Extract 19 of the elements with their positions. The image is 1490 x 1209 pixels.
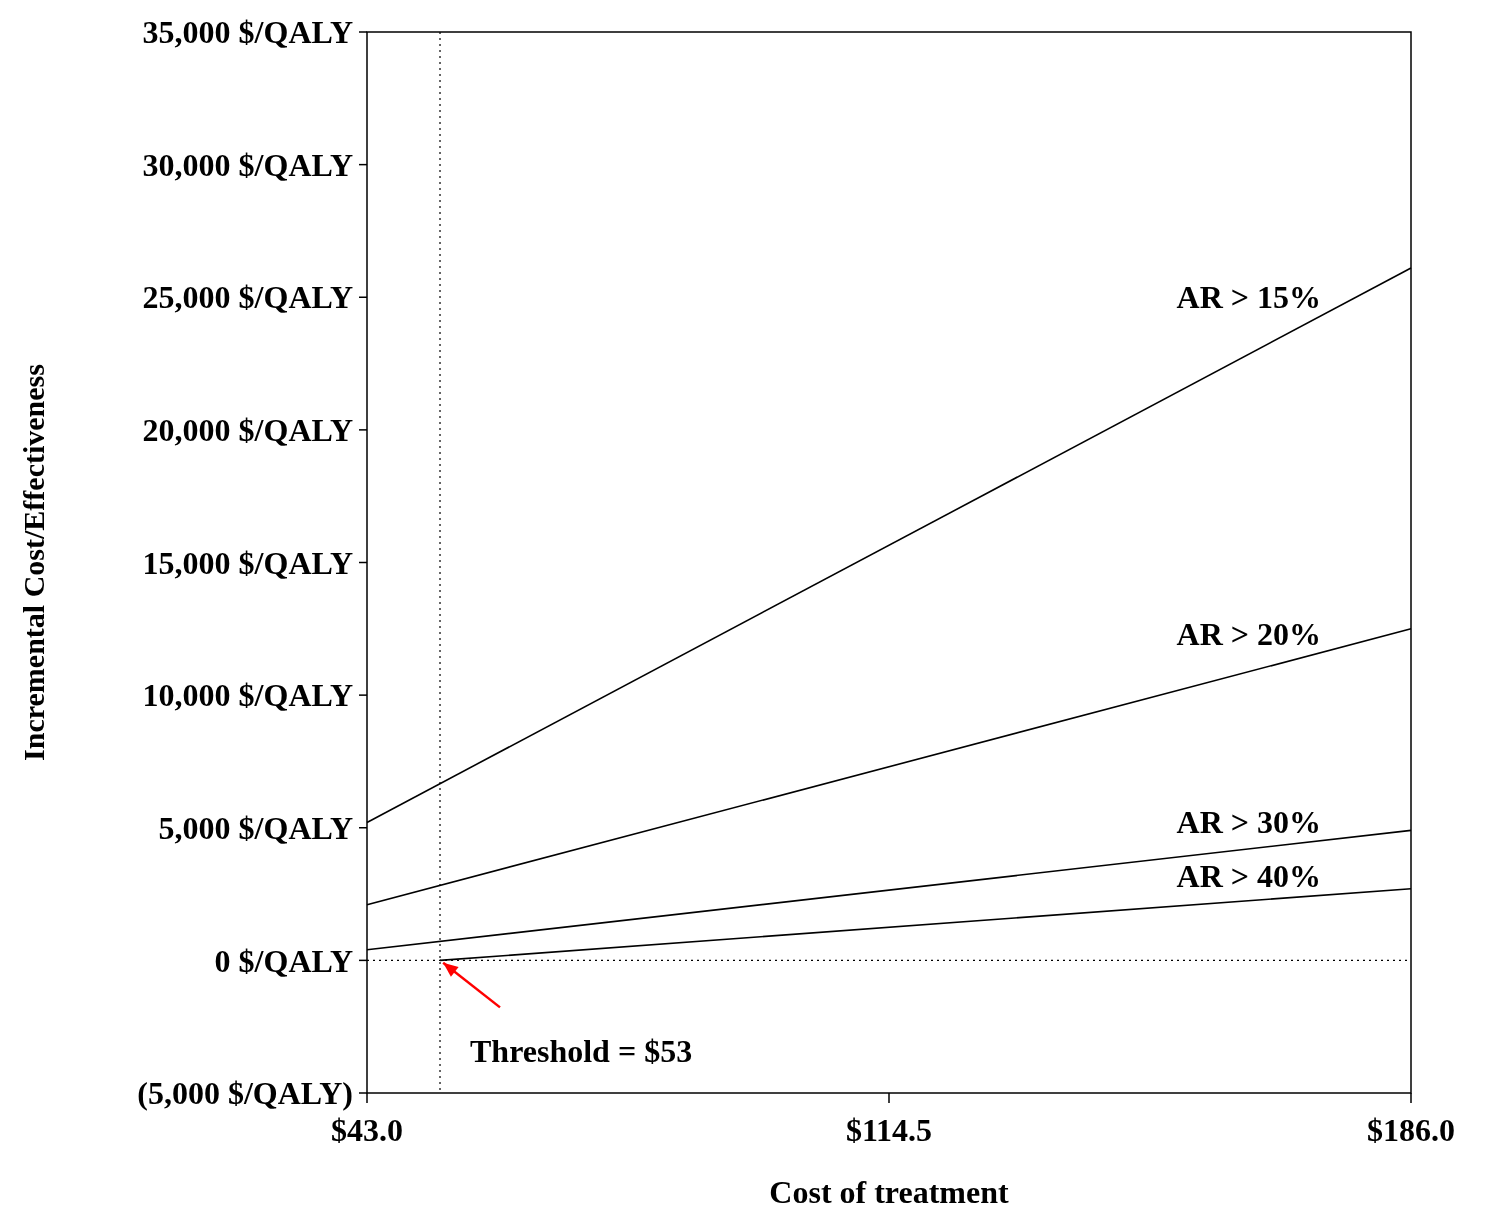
y-tick-label: 20,000 $/QALY — [142, 412, 353, 449]
x-tick-label: $43.0 — [331, 1112, 403, 1148]
annotation: Threshold = $53 — [470, 1033, 693, 1070]
y-tick-label: 15,000 $/QALY — [142, 544, 353, 581]
series-label: AR > 30% — [1176, 803, 1321, 840]
y-tick-label: 10,000 $/QALY — [142, 677, 353, 714]
x-tick-label: $186.0 — [1367, 1112, 1455, 1148]
y-tick-label: 25,000 $/QALY — [142, 279, 353, 316]
y-tick-label: 35,000 $/QALY — [142, 14, 353, 51]
x-tick-label: $114.5 — [845, 1112, 933, 1148]
y-tick-label: 5,000 $/QALY — [158, 809, 353, 846]
series-label: AR > 40% — [1176, 858, 1321, 895]
x-axis-title: Cost of treatment — [769, 1174, 1010, 1209]
series-label: AR > 20% — [1176, 615, 1321, 652]
y-tick-label: 30,000 $/QALY — [142, 146, 353, 183]
y-tick-label: 0 $/QALY — [214, 942, 353, 979]
y-axis-title: Incremental Cost/Effectiveness — [17, 364, 50, 761]
y-tick-label: (5,000 $/QALY) — [137, 1075, 353, 1112]
series-label: AR > 15% — [1176, 278, 1321, 315]
